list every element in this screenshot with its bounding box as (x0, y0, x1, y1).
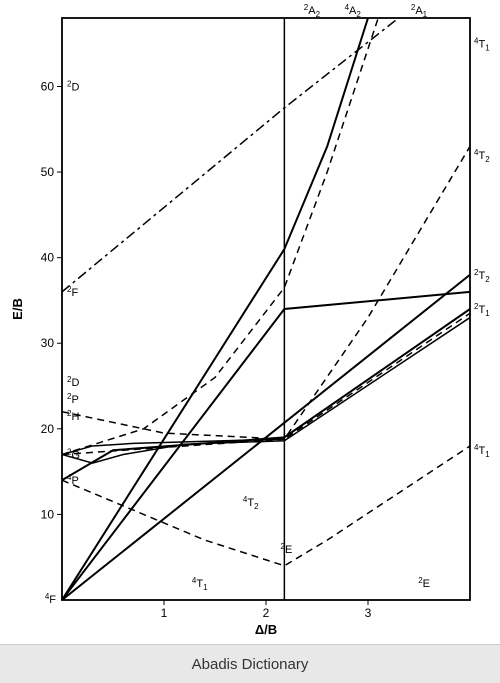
svg-text:2A2: 2A2 (304, 3, 321, 19)
svg-text:2G: 2G (67, 448, 80, 462)
caption-text: Abadis Dictionary (192, 656, 309, 673)
svg-text:4T2: 4T2 (243, 495, 259, 511)
chart-area: 1 2 3 10 20 30 40 50 60 Δ/B E/B 2D 2F 2D 2P 2H 2G 4P 4F 2A2… (0, 0, 500, 645)
svg-text:4T1: 4T1 (474, 37, 490, 53)
svg-text:2E: 2E (281, 542, 293, 556)
svg-text:4T1: 4T1 (192, 576, 208, 592)
svg-text:2E: 2E (418, 576, 430, 590)
svg-text:2T2: 2T2 (474, 268, 490, 284)
svg-text:4T2: 4T2 (474, 148, 490, 164)
svg-text:4F: 4F (45, 592, 56, 606)
svg-text:Δ/B: Δ/B (255, 622, 277, 637)
svg-text:4P: 4P (67, 473, 79, 487)
svg-text:20: 20 (41, 422, 55, 436)
svg-text:50: 50 (41, 165, 55, 179)
svg-text:2D: 2D (67, 79, 79, 93)
svg-text:2H: 2H (67, 409, 79, 423)
svg-text:2P: 2P (67, 392, 79, 406)
svg-text:4A2: 4A2 (345, 3, 362, 19)
svg-text:30: 30 (41, 336, 55, 350)
svg-text:40: 40 (41, 251, 55, 265)
svg-text:2: 2 (263, 606, 270, 620)
svg-text:2D: 2D (67, 375, 79, 389)
svg-text:2A1: 2A1 (411, 3, 428, 19)
figure-container: 1 2 3 10 20 30 40 50 60 Δ/B E/B 2D 2F 2D 2P 2H 2G 4P 4F 2A2… (0, 0, 500, 683)
svg-text:2F: 2F (67, 285, 78, 299)
svg-text:3: 3 (365, 606, 372, 620)
svg-text:1: 1 (161, 606, 168, 620)
svg-text:E/B: E/B (10, 298, 25, 320)
svg-text:2T1: 2T1 (474, 302, 490, 318)
svg-text:60: 60 (41, 79, 55, 93)
tanabe-sugano-diagram: 1 2 3 10 20 30 40 50 60 Δ/B E/B 2D 2F 2D 2P 2H 2G 4P 4F 2A2… (0, 0, 500, 645)
svg-text:10: 10 (41, 507, 55, 521)
caption-bar: Abadis Dictionary (0, 644, 500, 683)
svg-text:4T1: 4T1 (474, 443, 490, 459)
